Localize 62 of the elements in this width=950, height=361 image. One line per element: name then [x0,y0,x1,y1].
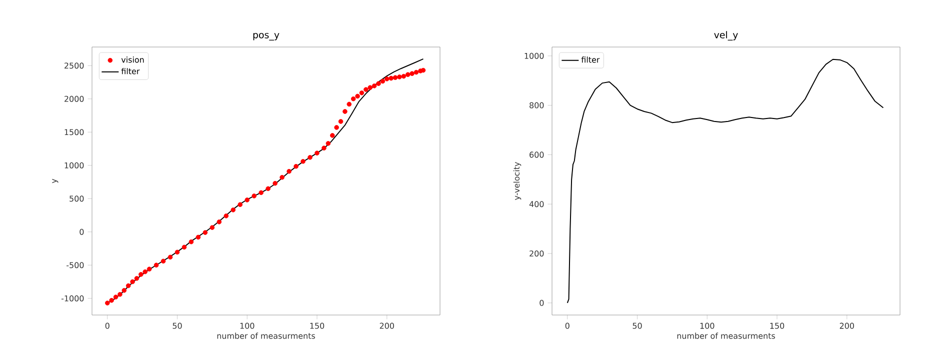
point [188,239,194,244]
point [414,70,419,75]
point [109,298,114,303]
point [146,266,152,272]
point [308,154,312,160]
point [252,194,257,198]
point [397,74,402,80]
point [238,202,243,207]
point [372,84,377,88]
point [338,119,344,124]
point [113,294,118,300]
point [280,174,284,180]
point [322,146,326,150]
point [122,288,127,293]
point [160,258,166,264]
point [286,168,292,174]
point [118,292,122,297]
point [182,244,187,250]
point [126,283,131,288]
point [266,186,270,192]
point [216,220,222,224]
point [420,68,426,73]
point [376,81,381,86]
point [300,158,306,164]
point [355,94,360,99]
point [168,254,173,260]
point [346,102,352,107]
point [154,262,159,268]
point [224,214,229,218]
point [314,150,320,156]
point [230,208,236,212]
point [401,74,406,79]
point [130,279,135,284]
point [174,250,180,255]
point [350,96,356,102]
point [410,71,414,76]
point [334,125,339,130]
point [142,269,148,274]
point [364,87,368,92]
point [294,164,298,169]
point [392,75,398,80]
point [134,276,140,281]
point [330,133,335,138]
point [388,76,394,81]
chart-title: vel_y [714,31,738,40]
point [405,72,410,77]
line-series [566,58,884,304]
point [359,90,364,96]
chart-title: pos_y [253,32,280,40]
point [244,198,250,202]
point [368,85,373,90]
point [210,225,215,230]
point [326,141,331,146]
point [196,234,201,240]
point [138,272,144,277]
point [380,78,386,84]
point [202,230,208,235]
point [384,76,390,82]
point [104,300,110,306]
point [258,190,264,196]
point [272,180,278,186]
point [342,109,348,114]
